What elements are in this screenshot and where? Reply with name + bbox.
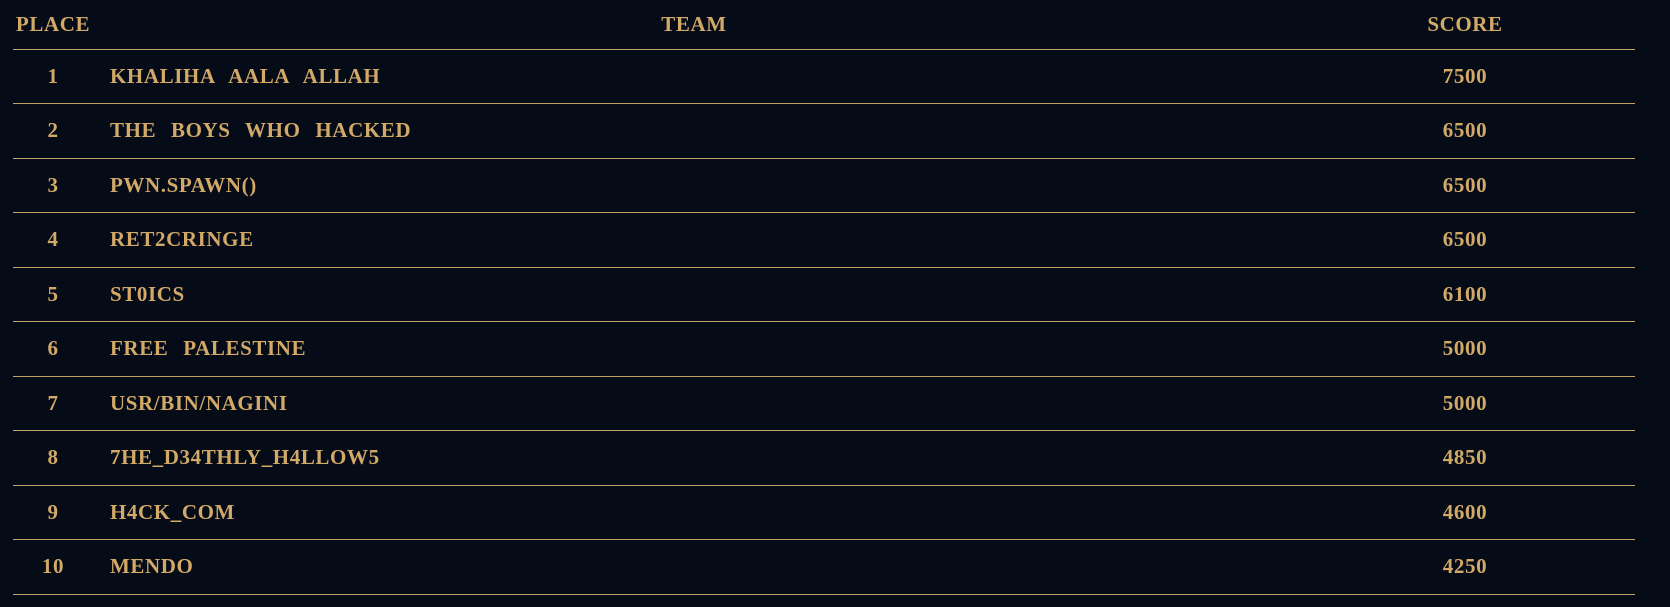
place-cell: 1 [47, 63, 59, 88]
column-header-score: SCORE [1427, 11, 1503, 36]
team-name-cell: THE BOYS WHO HACKED [110, 118, 412, 143]
table-row: 10 MENDO 4250 [13, 540, 1635, 595]
team-name-cell: USR/BIN/NAGINI [110, 390, 288, 415]
table-header-row: PLACE TEAM SCORE [13, 0, 1635, 50]
table-row: 2 THE BOYS WHO HACKED 6500 [13, 104, 1635, 159]
table-row: 6 FREE PALESTINE 5000 [13, 322, 1635, 377]
place-cell: 7 [47, 390, 59, 415]
team-name-cell: PWN.SPAWN() [110, 172, 257, 197]
place-cell: 4 [47, 227, 59, 252]
team-name-cell: 7HE_D34THLY_H4LLOW5 [110, 445, 380, 470]
score-cell: 6100 [1442, 281, 1488, 306]
team-name-cell: MENDO [110, 554, 194, 579]
column-header-team: TEAM [661, 11, 727, 36]
team-name-cell: H4CK_COM [110, 499, 235, 524]
place-cell: 3 [47, 172, 59, 197]
team-name-cell: FREE PALESTINE [110, 336, 307, 361]
column-header-place: PLACE [15, 11, 91, 36]
table-row: 7 USR/BIN/NAGINI 5000 [13, 377, 1635, 431]
place-cell: 9 [47, 499, 59, 524]
place-cell: 10 [41, 554, 65, 579]
table-row: 1 KHALIHA AALA ALLAH 7500 [13, 50, 1635, 104]
score-cell: 4850 [1442, 445, 1488, 470]
table-row: 8 7HE_D34THLY_H4LLOW5 4850 [13, 431, 1635, 486]
score-cell: 6500 [1442, 172, 1488, 197]
score-cell: 5000 [1442, 390, 1488, 415]
table-row: 9 H4CK_COM 4600 [13, 486, 1635, 540]
score-cell: 4250 [1442, 554, 1488, 579]
place-cell: 6 [47, 336, 59, 361]
leaderboard-rows: 1 KHALIHA AALA ALLAH 7500 2 THE BOYS WHO… [13, 50, 1635, 595]
place-cell: 5 [47, 281, 59, 306]
team-name-cell: RET2CRINGE [110, 227, 254, 252]
table-row: 3 PWN.SPAWN() 6500 [13, 159, 1635, 213]
table-row: 4 RET2CRINGE 6500 [13, 213, 1635, 268]
score-cell: 7500 [1442, 63, 1488, 88]
score-cell: 5000 [1442, 336, 1488, 361]
score-cell: 6500 [1442, 227, 1488, 252]
leaderboard-table: PLACE TEAM SCORE 1 KHALIHA AALA ALLAH 75… [13, 0, 1635, 595]
place-cell: 8 [47, 445, 59, 470]
place-cell: 2 [47, 118, 59, 143]
score-cell: 6500 [1442, 118, 1488, 143]
team-name-cell: ST0ICS [110, 281, 185, 306]
table-row: 5 ST0ICS 6100 [13, 268, 1635, 322]
score-cell: 4600 [1442, 499, 1488, 524]
team-name-cell: KHALIHA AALA ALLAH [110, 63, 381, 88]
